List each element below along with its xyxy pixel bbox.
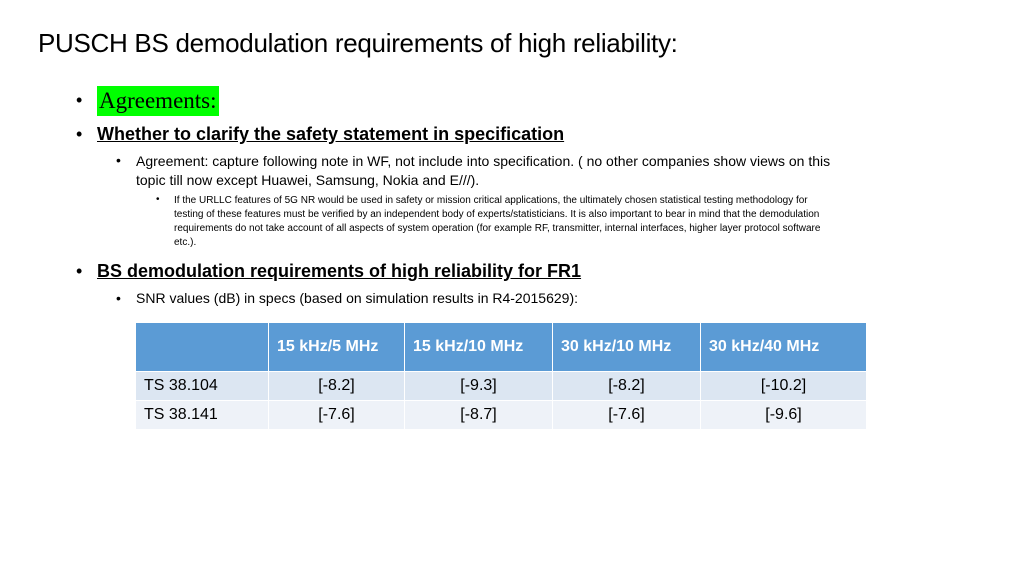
table-header-cell: 15 kHz/10 MHz	[404, 322, 553, 372]
bullet-agreements: •	[76, 90, 94, 111]
snr-values-text: SNR values (dB) in specs (based on simul…	[136, 290, 578, 306]
bullet-dot-icon: •	[76, 124, 83, 144]
table-cell: [-9.3]	[404, 371, 553, 401]
bullet-agreement-note: • Agreement: capture following note in W…	[116, 152, 830, 190]
slide-title: PUSCH BS demodulation requirements of hi…	[38, 28, 678, 58]
bullet-dot-icon: •	[156, 194, 160, 205]
table-row: TS 38.141 [-7.6] [-8.7] [-7.6] [-9.6]	[135, 400, 867, 430]
table-cell: [-10.2]	[700, 371, 867, 401]
bullet-dot-icon: •	[76, 90, 83, 110]
agreements-label: Agreements:	[97, 86, 219, 116]
table-row-label: TS 38.141	[135, 400, 269, 430]
fr1-heading: BS demodulation requirements of high rel…	[97, 261, 582, 281]
bullet-safety-note: • If the URLLC features of 5G NR would b…	[156, 194, 820, 250]
table-header-cell: 15 kHz/5 MHz	[268, 322, 405, 372]
table-cell: [-8.2]	[268, 371, 405, 401]
table-row: TS 38.104 [-8.2] [-9.3] [-8.2] [-10.2]	[135, 371, 867, 401]
bullet-snr-values: • SNR values (dB) in specs (based on sim…	[116, 290, 578, 306]
agreement-text: Agreement: capture following note in WF,…	[136, 152, 830, 190]
note-line-3: requirements do not take account of all …	[174, 223, 821, 234]
table-header-cell	[135, 322, 269, 372]
note-line-4: etc.).	[174, 237, 197, 248]
bullet-dot-icon: •	[76, 261, 83, 281]
table-header-row: 15 kHz/5 MHz 15 kHz/10 MHz 30 kHz/10 MHz…	[135, 322, 867, 372]
table-cell: [-7.6]	[268, 400, 405, 430]
table-cell: [-8.7]	[404, 400, 553, 430]
bullet-fr1-heading: • BS demodulation requirements of high r…	[76, 261, 581, 282]
snr-table: 15 kHz/5 MHz 15 kHz/10 MHz 30 kHz/10 MHz…	[135, 322, 867, 430]
table-cell: [-8.2]	[552, 371, 701, 401]
table-header-cell: 30 kHz/40 MHz	[700, 322, 867, 372]
safety-heading: Whether to clarify the safety statement …	[97, 124, 565, 144]
bullet-safety-heading: • Whether to clarify the safety statemen…	[76, 124, 564, 145]
table-cell: [-7.6]	[552, 400, 701, 430]
agreement-line-1: Agreement: capture following note in WF,…	[136, 153, 831, 169]
note-line-2: testing of these features must be verifi…	[174, 209, 820, 220]
bullet-dot-icon: •	[116, 290, 121, 306]
table-row-label: TS 38.104	[135, 371, 269, 401]
table-cell: [-9.6]	[700, 400, 867, 430]
safety-note-text: If the URLLC features of 5G NR would be …	[174, 194, 820, 250]
bullet-dot-icon: •	[116, 152, 121, 168]
agreement-line-2: topic till now except Huawei, Samsung, N…	[136, 172, 480, 188]
table-header-cell: 30 kHz/10 MHz	[552, 322, 701, 372]
note-line-1: If the URLLC features of 5G NR would be …	[174, 195, 808, 206]
